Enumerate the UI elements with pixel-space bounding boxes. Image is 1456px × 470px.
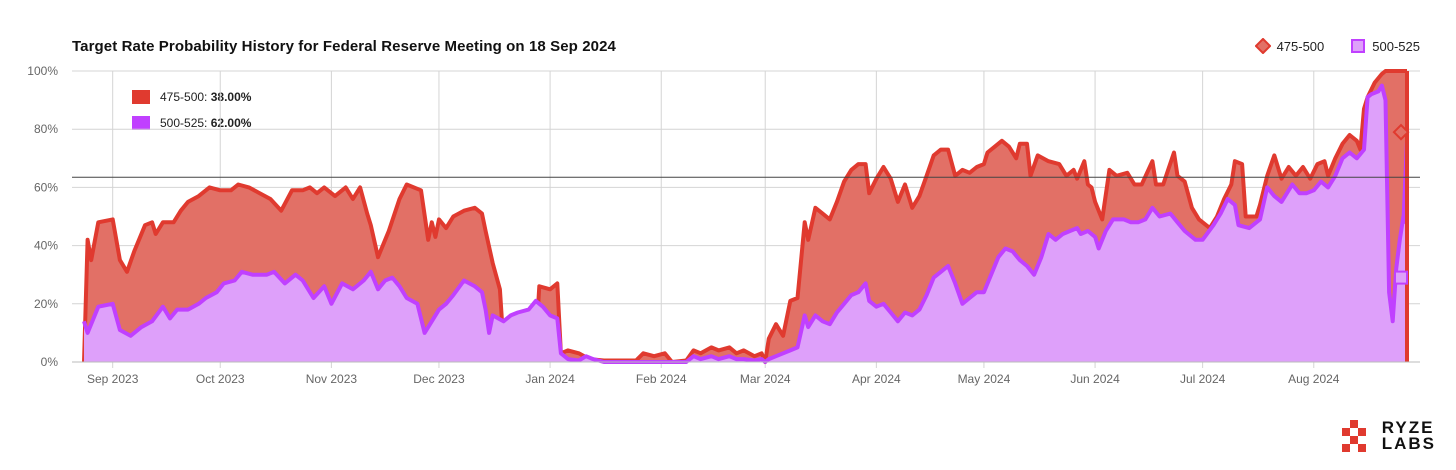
tooltip-value: 62.00%	[210, 116, 252, 130]
tooltip-legend: 475-500: 38.00% 500-525: 62.00%	[132, 84, 251, 136]
y-tick-label: 80%	[34, 122, 58, 136]
square-marker-icon	[1351, 39, 1366, 53]
chart-title: Target Rate Probability History for Fede…	[72, 38, 616, 55]
x-tick-label: Nov 2023	[306, 372, 358, 386]
series-line-500-525	[82, 83, 1409, 364]
x-tick-label: Feb 2024	[636, 372, 687, 386]
legend-item-500-525[interactable]: 500-525	[1350, 38, 1420, 54]
x-tick-label: Oct 2023	[196, 372, 245, 386]
x-tick-label: Mar 2024	[740, 372, 791, 386]
x-tick-label: Dec 2023	[413, 372, 465, 386]
legend-label: 500-525	[1372, 38, 1420, 54]
swatch-475-500	[132, 90, 150, 104]
legend-label: 475-500	[1276, 38, 1325, 54]
tooltip-row-475-500: 475-500: 38.00%	[132, 84, 251, 110]
x-tick-label: Sep 2023	[87, 372, 139, 386]
y-tick-label: 0%	[41, 355, 59, 369]
x-tick-label: Apr 2024	[852, 372, 901, 386]
end-marker-475-500	[1392, 123, 1410, 141]
tooltip-label: 500-525:	[160, 116, 211, 130]
tooltip-label: 475-500:	[160, 90, 211, 104]
brand-line-2: LABS	[1381, 434, 1436, 453]
end-marker-500-525	[1394, 270, 1408, 285]
y-tick-label: 100%	[27, 64, 58, 78]
series-area-500-525	[84, 85, 1407, 362]
x-tick-label: Jan 2024	[525, 372, 575, 386]
tooltip-value: 38.00%	[210, 90, 252, 104]
y-tick-label: 40%	[34, 239, 58, 253]
swatch-500-525	[132, 116, 150, 130]
area-chart[interactable]: 0% 20% 40% 60% 80% 100% Sep 2023 Oct 2023 Nov 20…	[0, 0, 1456, 400]
ryze-labs-logo: RYZE LABS	[1336, 418, 1436, 454]
chart-legend: 475-500 500-525	[1254, 38, 1420, 54]
x-tick-label: Jun 2024	[1070, 372, 1120, 386]
x-tick-label: Aug 2024	[1288, 372, 1340, 386]
tooltip-row-500-525: 500-525: 62.00%	[132, 110, 251, 136]
y-tick-label: 60%	[34, 180, 58, 194]
brand-line-1: RYZE	[1381, 418, 1435, 437]
series-line-475-500	[82, 69, 1407, 364]
x-tick-label: Jul 2024	[1180, 372, 1226, 386]
x-tick-label: May 2024	[958, 372, 1011, 386]
y-tick-label: 20%	[34, 297, 58, 311]
diamond-marker-icon	[1254, 38, 1271, 54]
ryze-logo-icon	[1341, 420, 1366, 452]
legend-item-475-500[interactable]: 475-500	[1254, 38, 1325, 54]
